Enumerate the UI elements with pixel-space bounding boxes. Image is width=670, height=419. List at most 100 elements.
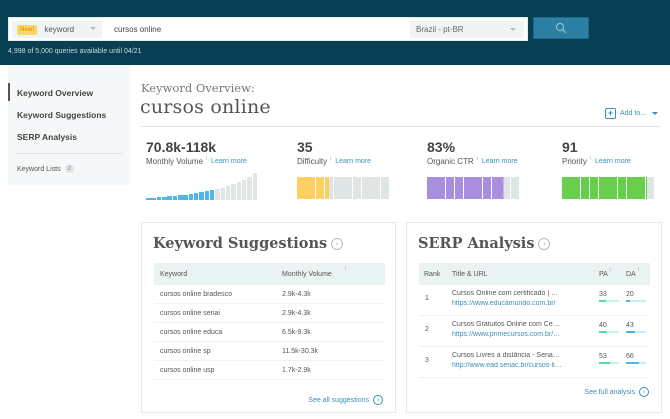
bar-segment: [473, 177, 482, 199]
column-header-monthly-volume: Monthly Volume: [282, 270, 332, 278]
volume-bar: [241, 180, 247, 200]
table-row[interactable]: cursos online senai 2.9k-4.3k: [154, 304, 385, 323]
card-title[interactable]: Keyword Suggestions ›: [153, 235, 344, 252]
da-cell: 66: [626, 353, 646, 364]
info-icon[interactable]: i: [476, 156, 478, 162]
query-input[interactable]: [114, 21, 404, 38]
sidebar-item-keyword-overview[interactable]: Keyword Overview: [17, 88, 94, 98]
bar-segment: [571, 177, 580, 199]
quota-text: 4,998 of 5,000 queries available until 0…: [8, 48, 142, 55]
metric-label: Priority: [562, 157, 587, 166]
bar-segment: [608, 177, 617, 199]
volume-bar: [193, 193, 199, 200]
volume-cell: 1.7k-2.9k: [282, 366, 311, 374]
sidebar-item-keyword-suggestions[interactable]: Keyword Suggestions: [17, 110, 107, 120]
bar-segment: [501, 177, 510, 199]
table-row[interactable]: cursos online bradesco 2.9k-4.3k: [154, 285, 385, 304]
da-value: 43: [626, 322, 634, 329]
organic-ctr-bar: [427, 177, 520, 199]
serp-row[interactable]: 2 Cursos Gratuitos Online com Certificad…: [419, 316, 650, 347]
learn-more-link[interactable]: Learn more: [335, 158, 372, 165]
metric-value: 35: [297, 139, 313, 155]
info-icon[interactable]: i: [345, 266, 347, 272]
learn-more-link[interactable]: Learn more: [481, 158, 518, 165]
search-type-dropdown[interactable]: New! keyword: [12, 21, 102, 38]
info-icon[interactable]: i: [638, 267, 640, 273]
table-row[interactable]: cursos online sp 11.5k-30.3k: [154, 342, 385, 361]
see-full-analysis-link[interactable]: See full analysis ›: [584, 387, 649, 397]
bar-segment: [636, 177, 645, 199]
metric-monthly-volume: 70.8k-118k Monthly Volume i Learn more: [146, 139, 247, 166]
bar-segment: [306, 177, 315, 199]
sidebar-item-keyword-lists[interactable]: Keyword Lists 2: [17, 165, 74, 173]
sidebar-item-serp-analysis[interactable]: SERP Analysis: [17, 132, 78, 142]
info-icon[interactable]: i: [205, 156, 208, 162]
da-cell: 20: [626, 291, 646, 302]
serp-row[interactable]: 3 Cursos Livres a distância - Senac EAD …: [419, 347, 650, 378]
bar-segment: [617, 177, 627, 199]
search-type-label: keyword: [44, 25, 75, 34]
volume-bar: [231, 184, 236, 200]
bar-segment: [599, 177, 608, 199]
volume-bar: [220, 188, 226, 200]
metric-label: Organic CTR: [427, 157, 474, 166]
result-url-link[interactable]: https://www.educamundo.com.br/: [452, 300, 556, 307]
bar-segment: [445, 177, 455, 199]
info-icon[interactable]: i: [610, 267, 612, 273]
serp-row[interactable]: 1 Cursos Online com certificado | Educa.…: [419, 285, 650, 316]
chevron-right-circle-icon[interactable]: ›: [538, 237, 551, 250]
volume-cell: 11.5k-30.3k: [282, 347, 319, 355]
result-url-link[interactable]: https://www.primecursos.com.br/curso...: [452, 331, 562, 338]
keyword-cell: cursos online bradesco: [160, 290, 232, 298]
pa-value: 40: [599, 322, 607, 329]
volume-bar: [247, 177, 252, 200]
volume-histogram: [146, 173, 258, 200]
table-row[interactable]: cursos online usp 1.7k-2.9k: [154, 361, 385, 380]
info-icon[interactable]: i: [330, 156, 332, 162]
chevron-down-icon: [510, 28, 516, 31]
table-row[interactable]: cursos online educa 6.5k-9.3k: [154, 323, 385, 342]
keyword-suggestions-card: Keyword Suggestions › Keyword Monthly Vo…: [141, 222, 396, 413]
volume-bar: [204, 191, 210, 200]
volume-bar: [172, 196, 178, 200]
da-value: 20: [626, 291, 634, 298]
learn-more-link[interactable]: Learn more: [211, 158, 247, 165]
bar-segment: [324, 177, 334, 199]
bar-segment: [492, 177, 501, 199]
metric-label: Difficulty: [297, 157, 328, 166]
chevron-right-circle-icon[interactable]: ›: [331, 237, 344, 250]
keyword-cell: cursos online educa: [160, 328, 223, 336]
locale-label: Brazil - pt-BR: [416, 25, 464, 34]
column-header-pa: PA: [599, 270, 608, 278]
pa-cell: 40: [599, 322, 619, 333]
result-url-link[interactable]: http://www.ead.senac.br/cursos-livres/: [452, 362, 562, 369]
bar-segment: [427, 177, 436, 199]
volume-bar: [199, 192, 204, 200]
rank-cell: 2: [425, 326, 429, 333]
da-cell: 43: [626, 322, 646, 333]
search-icon: [555, 22, 567, 34]
add-to-label: Add to...: [620, 110, 647, 117]
da-bar: [626, 362, 646, 364]
bar-segment: [627, 177, 636, 199]
keyword-lists-count: 2: [64, 165, 74, 173]
see-all-suggestions-link[interactable]: See all suggestions ›: [308, 395, 383, 405]
add-to-button[interactable]: + Add to...: [605, 108, 659, 119]
bar-segment: [362, 177, 371, 199]
chevron-down-icon: [652, 112, 659, 115]
card-title[interactable]: SERP Analysis ›: [418, 235, 551, 252]
volume-cell: 2.9k-4.3k: [282, 290, 311, 298]
bar-segment: [562, 177, 571, 199]
pa-value: 53: [599, 353, 607, 360]
keyword-cell: cursos online sp: [160, 347, 211, 355]
pa-bar: [599, 362, 619, 364]
rank-cell: 3: [425, 357, 429, 364]
card-title-text: SERP Analysis: [418, 235, 535, 252]
locale-dropdown[interactable]: Brazil - pt-BR: [410, 21, 524, 38]
keyword-cell: cursos online usp: [160, 366, 215, 374]
info-icon[interactable]: i: [589, 156, 592, 162]
search-button[interactable]: [533, 17, 589, 39]
volume-cell: 2.9k-4.3k: [282, 309, 311, 317]
pa-bar: [599, 300, 619, 302]
learn-more-link[interactable]: Learn more: [595, 158, 631, 165]
